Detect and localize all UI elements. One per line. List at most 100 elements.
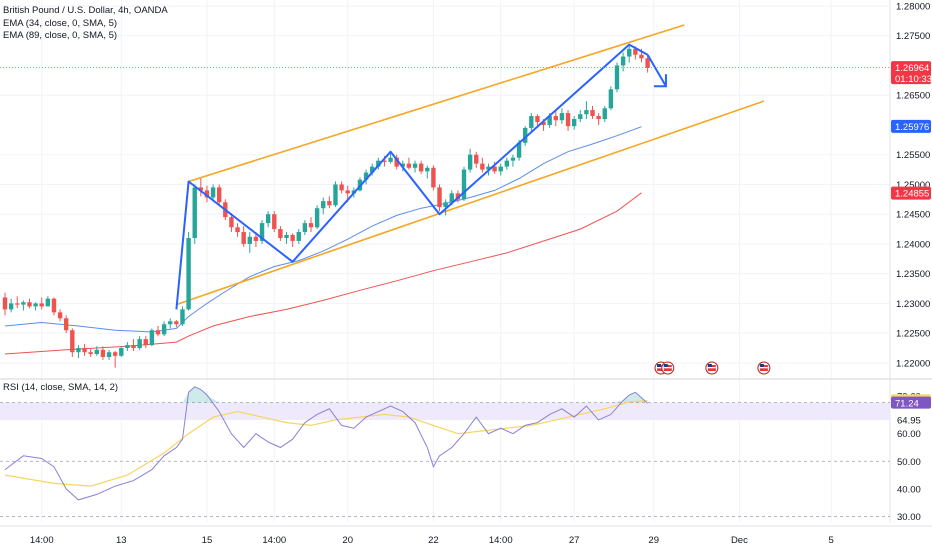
ema89-line xyxy=(4,192,642,355)
candle-body xyxy=(57,312,63,319)
price-tick-label: 1.22000 xyxy=(896,358,930,369)
price-tick-label: 1.26500 xyxy=(896,91,930,102)
price-tick-label: 1.28000 xyxy=(896,1,930,12)
candle-body xyxy=(547,116,552,125)
time-tick-label: 20 xyxy=(342,535,353,546)
rsi-lines xyxy=(4,386,648,501)
candle-body xyxy=(272,214,277,230)
us-flag-icon[interactable] xyxy=(705,361,719,375)
candle-body xyxy=(584,110,589,115)
candle-body xyxy=(645,58,650,68)
candle-body xyxy=(131,345,136,349)
candle-body xyxy=(541,121,546,125)
candle-body xyxy=(333,184,338,206)
ema89-legend: EMA (89, close, 0, SMA, 5) xyxy=(3,30,118,41)
candle-body xyxy=(284,235,289,238)
arrow-head xyxy=(653,74,667,88)
candle-body xyxy=(388,157,393,162)
zigzag-line xyxy=(175,43,649,310)
candle-body xyxy=(486,166,491,170)
price-tick-label: 1.25500 xyxy=(896,150,930,161)
candle-body xyxy=(437,187,442,208)
candle-body xyxy=(51,298,57,313)
candle-body xyxy=(480,163,485,170)
candle-body xyxy=(510,157,516,161)
us-flag-icon[interactable] xyxy=(757,361,771,375)
rsi-badge: 71.24 xyxy=(891,396,931,410)
candle-body xyxy=(88,352,93,354)
candle-body xyxy=(425,167,430,172)
candle-body xyxy=(229,217,234,228)
candle-body xyxy=(259,223,265,241)
grid xyxy=(0,0,932,527)
flag-stripe xyxy=(759,367,768,369)
channel-lower-line xyxy=(176,100,765,306)
time-tick-label: 13 xyxy=(116,535,127,546)
candle-body xyxy=(15,303,20,305)
rsi-zone xyxy=(0,402,890,421)
candle-body xyxy=(467,154,473,170)
us-flag-icon[interactable] xyxy=(661,361,675,375)
rsi-tick-label: 64.95 xyxy=(897,416,921,427)
candle-body xyxy=(168,321,173,325)
price-tick-label: 1.24000 xyxy=(896,239,930,250)
time-tick-label: 22 xyxy=(428,535,439,546)
candle-body xyxy=(449,193,454,203)
candle-body xyxy=(474,154,479,164)
candle-body xyxy=(431,167,436,188)
rsi-tick-label: 30.00 xyxy=(897,512,921,523)
time-tick-label: 27 xyxy=(569,535,580,546)
candle-body xyxy=(82,348,87,353)
candle-body xyxy=(290,235,295,241)
candle-body xyxy=(523,127,528,143)
candle-body xyxy=(64,318,69,331)
candle-body xyxy=(39,303,44,307)
candle-body xyxy=(137,339,142,349)
price-tick-label: 1.23000 xyxy=(896,299,930,310)
time-axis: 14:00 13 15 14:00 20 22 14:00 27 29 Dec 5 xyxy=(30,535,834,546)
candle-body xyxy=(461,169,467,200)
price-tick-label: 1.27500 xyxy=(896,31,930,42)
candle-body xyxy=(535,116,540,122)
candle-body xyxy=(235,227,240,233)
candle-body xyxy=(321,201,326,209)
symbol-title: British Pound / U.S. Dollar, 4h, OANDA xyxy=(3,5,168,16)
candle-body xyxy=(241,232,246,244)
candle-body xyxy=(155,330,161,335)
candle-body xyxy=(370,166,375,173)
flag-canton xyxy=(707,364,712,367)
rsi-tick-label: 60.00 xyxy=(897,429,921,440)
candle-body xyxy=(596,116,601,120)
flag-stripe xyxy=(663,367,672,369)
candle-body xyxy=(602,108,607,120)
candle-body xyxy=(70,330,75,353)
time-tick-label: 14:00 xyxy=(262,535,286,546)
candle-body xyxy=(217,187,222,203)
time-tick-label: 15 xyxy=(202,535,213,546)
flag-stripe xyxy=(707,367,716,369)
rsi-tick-label: 40.00 xyxy=(897,484,921,495)
time-tick-label: 29 xyxy=(648,535,659,546)
candle-body xyxy=(143,339,148,346)
candle-body xyxy=(608,89,614,109)
rsi-ma-line xyxy=(4,400,648,487)
ema34-badge: 1.25976 xyxy=(891,119,931,133)
candle-body xyxy=(553,116,558,121)
ema34-legend: EMA (34, close, 0, SMA, 5) xyxy=(3,18,118,29)
candle-body xyxy=(620,56,626,66)
candle-body xyxy=(308,223,314,228)
candle-body xyxy=(516,142,522,158)
time-tick-label: 14:00 xyxy=(489,535,513,546)
event-flags[interactable] xyxy=(654,361,771,375)
candle-body xyxy=(363,172,369,180)
candle-body xyxy=(339,184,344,191)
badge-text: 1.26964 xyxy=(895,63,929,74)
candle-body xyxy=(278,229,283,238)
candle-body xyxy=(125,345,130,349)
moving-averages xyxy=(4,126,642,355)
candle-body xyxy=(406,163,412,168)
price-channel xyxy=(176,24,765,306)
candle-body xyxy=(345,190,350,194)
